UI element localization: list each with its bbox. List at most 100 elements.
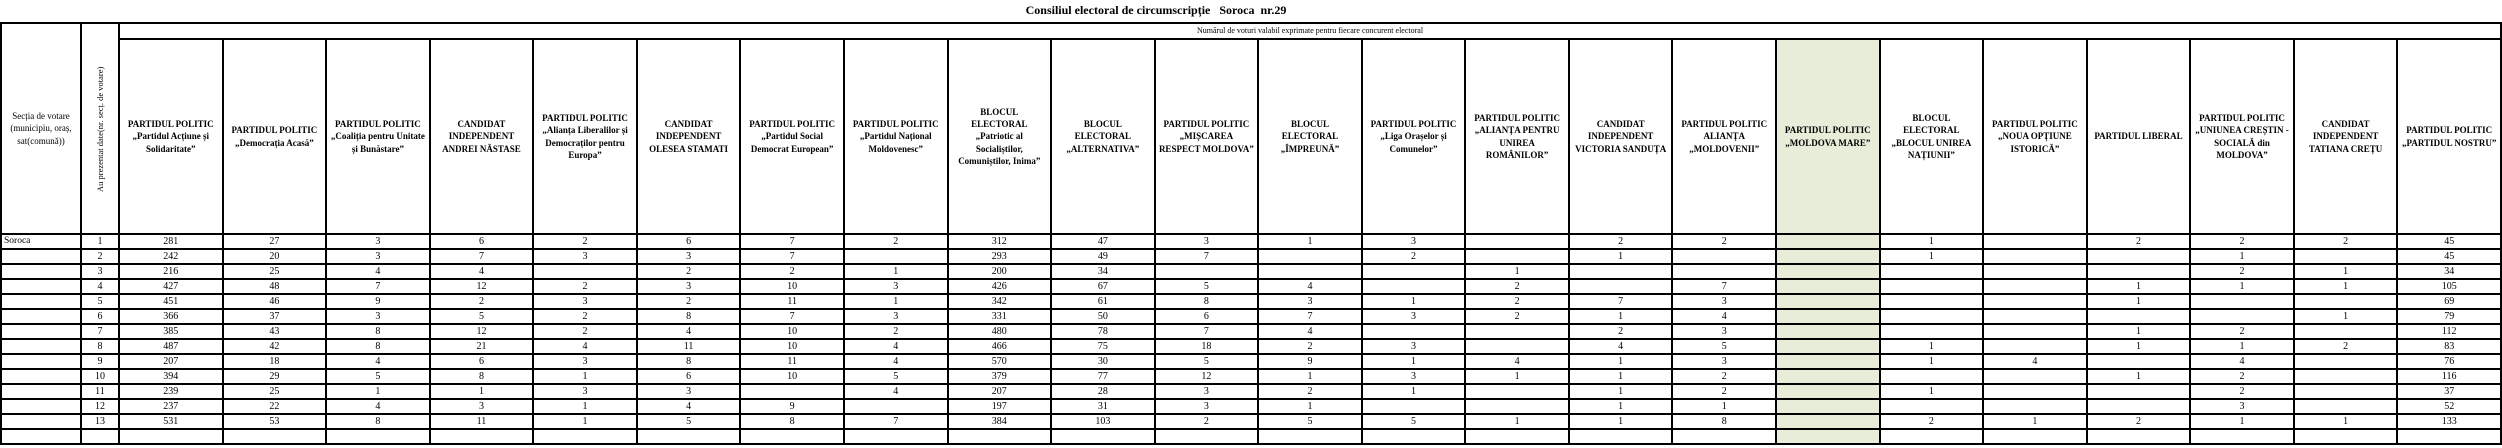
vote-count-cell: 4 xyxy=(1464,353,1570,370)
result-row: 2 242 20 3 7 3 3 7 293 49 7 2 1 1 1 45 xyxy=(0,248,2502,265)
vote-count-cell xyxy=(842,398,949,415)
vote-count-cell: 9 xyxy=(739,398,845,415)
vote-count-cell: 46 xyxy=(221,293,328,310)
vote-count-cell: 53 xyxy=(221,413,328,430)
result-row: 12 237 22 4 3 1 4 9 197 31 3 1 1 1 3 52 xyxy=(0,398,2502,415)
vote-count-cell: 7 xyxy=(842,413,949,430)
section-number-cell: 13 xyxy=(80,413,120,430)
vote-count-cell xyxy=(1775,353,1881,370)
vote-count-cell: 1 xyxy=(2085,293,2192,310)
vote-count-cell: 1 xyxy=(532,368,638,385)
vote-count-cell xyxy=(1982,338,2088,355)
vote-count-cell: 1 xyxy=(2189,338,2295,355)
vote-count-cell: 2 xyxy=(1153,413,1260,430)
vote-count-cell: 79 xyxy=(2396,308,2502,325)
vote-count-cell: 21 xyxy=(428,338,535,355)
vote-count-cell: 20 xyxy=(221,248,328,265)
vote-count-cell: 2 xyxy=(1257,383,1363,400)
vote-count-cell: 570 xyxy=(946,353,1053,370)
vote-count-cell: 531 xyxy=(118,413,224,430)
competitor-header: BLOCUL ELECTORAL „BLOCUL UNIREA NAȚIUNII… xyxy=(1878,38,1985,235)
vote-count-cell xyxy=(1878,293,1985,310)
vote-count-cell: 1 xyxy=(2292,308,2399,325)
locality-cell xyxy=(0,353,82,370)
empty-cell xyxy=(1567,428,1674,445)
competitor-header: CANDIDAT INDEPENDENT TATIANA CREȚU xyxy=(2292,38,2399,235)
vote-count-cell xyxy=(2292,323,2399,340)
vote-count-cell: 451 xyxy=(118,293,224,310)
vote-count-cell: 5 xyxy=(428,308,535,325)
vote-count-cell: 2 xyxy=(532,323,638,340)
vote-count-cell xyxy=(1464,248,1570,265)
competitor-header: CANDIDAT INDEPENDENT VICTORIA SANDUȚA xyxy=(1567,38,1674,235)
vote-count-cell xyxy=(1982,233,2088,250)
vote-count-cell: 4 xyxy=(1257,323,1363,340)
vote-count-cell: 2 xyxy=(1257,338,1363,355)
vote-count-cell: 7 xyxy=(1671,278,1777,295)
result-row: 13 531 53 8 11 1 5 8 7 384 103 2 5 5 1 1 8 2 1 2 1 1 133 xyxy=(0,413,2502,430)
vote-count-cell: 3 xyxy=(1671,323,1777,340)
competitor-header: PARTIDUL POLITIC „Partidul Acțiune și So… xyxy=(118,38,224,235)
vote-count-cell: 1 xyxy=(1360,293,1467,310)
vote-count-cell: 112 xyxy=(2396,323,2502,340)
vote-count-cell xyxy=(1878,263,1985,280)
vote-count-cell: 2 xyxy=(842,323,949,340)
vote-count-cell: 8 xyxy=(325,338,431,355)
vote-count-cell: 8 xyxy=(739,413,845,430)
empty-cell xyxy=(1982,428,2088,445)
vote-count-cell: 75 xyxy=(1050,338,1156,355)
vote-count-cell: 10 xyxy=(739,323,845,340)
vote-count-cell: 7 xyxy=(1153,323,1260,340)
vote-count-cell: 47 xyxy=(1050,233,1156,250)
locality-cell xyxy=(0,413,82,430)
empty-cell xyxy=(1153,428,1260,445)
vote-count-cell: 4 xyxy=(1671,308,1777,325)
vote-count-cell: 5 xyxy=(1153,353,1260,370)
vote-count-cell: 2 xyxy=(1464,308,1570,325)
vote-count-cell: 207 xyxy=(946,383,1053,400)
vote-count-cell: 1 xyxy=(1567,353,1674,370)
vote-count-cell: 1 xyxy=(2189,248,2295,265)
vote-count-cell: 4 xyxy=(842,338,949,355)
section-number-cell: 6 xyxy=(80,308,120,325)
vote-count-cell: 9 xyxy=(325,293,431,310)
vote-count-cell xyxy=(2292,248,2399,265)
vote-count-cell: 105 xyxy=(2396,278,2502,295)
vote-count-cell: 76 xyxy=(2396,353,2502,370)
empty-cell xyxy=(532,428,638,445)
result-row: 4 427 48 7 12 2 3 10 3 426 67 5 4 2 7 1 1 1 105 xyxy=(0,278,2502,295)
vote-count-cell: 42 xyxy=(221,338,328,355)
vote-count-cell: 1 xyxy=(1567,308,1674,325)
vote-count-cell: 27 xyxy=(221,233,328,250)
vote-count-cell: 18 xyxy=(1153,338,1260,355)
vote-count-cell: 2 xyxy=(428,293,535,310)
valid-votes-header: Numărul de voturi valabil exprimate pent… xyxy=(118,22,2502,40)
vote-count-cell: 331 xyxy=(946,308,1053,325)
vote-count-cell: 1 xyxy=(2292,413,2399,430)
vote-count-cell: 50 xyxy=(1050,308,1156,325)
vote-count-cell: 2 xyxy=(532,233,638,250)
vote-count-cell: 61 xyxy=(1050,293,1156,310)
competitor-header: PARTIDUL POLITIC „PARTIDUL NOSTRU” xyxy=(2396,38,2502,235)
vote-count-cell: 242 xyxy=(118,248,224,265)
vote-count-cell: 1 xyxy=(1360,353,1467,370)
vote-count-cell: 12 xyxy=(428,278,535,295)
vote-count-cell: 67 xyxy=(1050,278,1156,295)
vote-count-cell: 10 xyxy=(739,338,845,355)
vote-count-cell: 3 xyxy=(325,308,431,325)
competitor-header: PARTIDUL POLITIC „ALIANȚA PENTRU UNIREA … xyxy=(1464,38,1570,235)
vote-count-cell: 379 xyxy=(946,368,1053,385)
section-number-cell: 9 xyxy=(80,353,120,370)
vote-count-cell: 43 xyxy=(221,323,328,340)
vote-count-cell: 4 xyxy=(842,353,949,370)
vote-count-cell xyxy=(1464,383,1570,400)
vote-count-cell xyxy=(1982,323,2088,340)
vote-count-cell: 11 xyxy=(635,338,742,355)
vote-count-cell xyxy=(1775,263,1881,280)
result-row: 10 394 29 5 8 1 6 10 5 379 77 12 1 3 1 1 2 1 2 116 xyxy=(0,368,2502,385)
vote-count-cell: 1 xyxy=(1567,383,1674,400)
vote-count-cell: 2 xyxy=(1567,233,1674,250)
vote-count-cell: 2 xyxy=(2292,233,2399,250)
vote-count-cell: 1 xyxy=(1464,413,1570,430)
vote-count-cell: 1 xyxy=(1878,353,1985,370)
